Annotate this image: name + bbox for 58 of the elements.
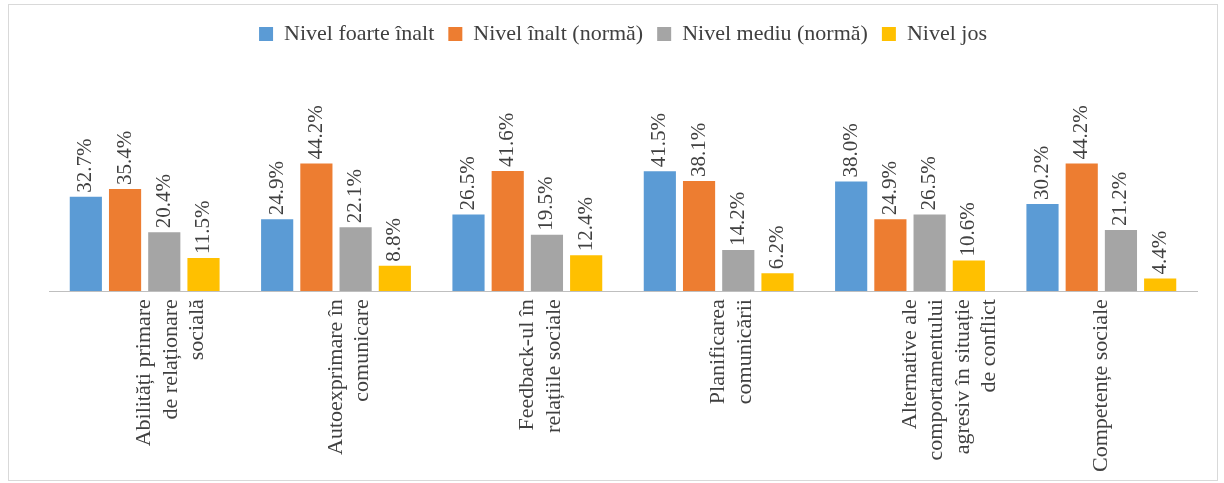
x-tick-label: Abilități primare de relaționare socială [130, 298, 209, 447]
bar [874, 219, 907, 292]
data-label: 32.7% [72, 138, 97, 193]
bar [682, 181, 716, 292]
legend-label: Nivel jos [906, 19, 987, 45]
data-label: 24.9% [263, 160, 288, 216]
bar [261, 219, 294, 292]
data-label: 20.4% [150, 173, 175, 229]
data-label: 8.8% [381, 217, 406, 262]
data-label: 44.2% [302, 105, 327, 160]
data-label: 14.2% [724, 191, 749, 247]
data-label: 4.4% [1146, 230, 1171, 275]
bar [643, 171, 676, 292]
data-label: 21.2% [1107, 171, 1132, 226]
bar [452, 214, 485, 292]
bar [108, 188, 142, 292]
bar [339, 227, 372, 292]
data-label: 30.2% [1029, 145, 1054, 200]
data-label: 41.6% [494, 112, 519, 167]
legend-label: Nivel mediu (normă) [682, 19, 868, 45]
bar [187, 257, 220, 292]
data-label: 26.5% [916, 156, 941, 211]
x-tick-label: Planificarea comunicării [704, 298, 756, 405]
bar [1065, 163, 1098, 292]
bar [378, 265, 411, 292]
data-label: 24.9% [876, 160, 901, 216]
data-label: 6.2% [764, 225, 789, 270]
bar [530, 234, 564, 292]
bar [570, 255, 603, 292]
legend-label: Nivel foarte înalt [284, 19, 435, 45]
data-label: 22.1% [342, 169, 367, 224]
data-label: 10.6% [955, 202, 980, 257]
bar [913, 214, 946, 292]
bar [491, 170, 524, 292]
bar [761, 273, 794, 292]
bar [1026, 203, 1059, 292]
data-label: 26.5% [455, 156, 480, 211]
bar [300, 163, 333, 292]
bar [148, 232, 181, 292]
data-label: 35.4% [111, 130, 136, 185]
data-label: 41.5% [646, 113, 671, 168]
x-tick-label: Autoexprimare în comunicare [321, 299, 374, 455]
bar [1104, 229, 1138, 292]
bar [835, 181, 868, 292]
legend-label: Nivel înalt (normă) [473, 19, 644, 45]
data-label: 38.1% [685, 122, 710, 178]
x-tick-label: Competențe sociale [1087, 299, 1113, 473]
x-tick-label: Feedback-ul în relațiile sociale [513, 299, 565, 433]
data-label: 11.5% [190, 200, 215, 254]
x-tick-label: Alternative ale comportamentului agresiv în situație de conflict [895, 299, 1000, 461]
data-label: 38.0% [837, 123, 862, 178]
data-label: 44.2% [1068, 105, 1093, 160]
data-label: 19.5% [533, 176, 558, 231]
data-label: 12.4% [572, 197, 597, 252]
bar [69, 196, 102, 292]
bar [952, 260, 985, 292]
bar [722, 250, 755, 292]
bar [1144, 278, 1177, 292]
